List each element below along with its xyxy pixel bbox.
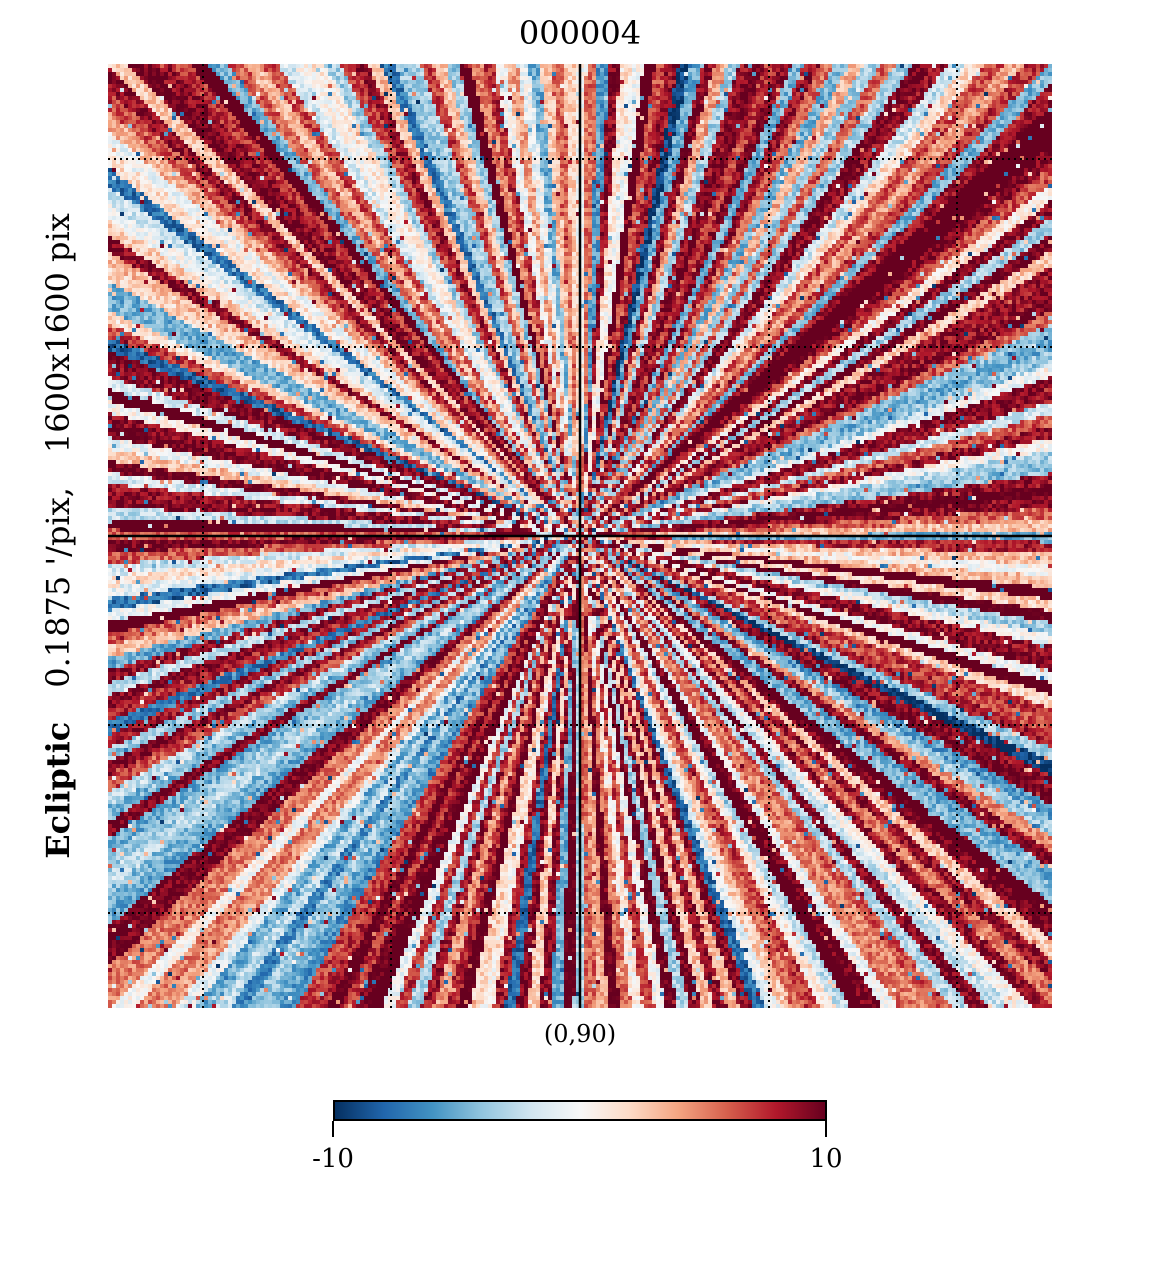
resolution-label: 0.1875 '/pix, <box>39 487 77 688</box>
colorbar-min-label: -10 <box>312 1144 354 1174</box>
colorbar-max-tick <box>825 1121 827 1137</box>
graticule-overlay <box>108 64 1052 1008</box>
chart-title: 000004 <box>518 14 642 52</box>
colorbar-min-tick <box>332 1121 334 1137</box>
center-coordinate-label: (0,90) <box>543 1020 617 1048</box>
map-size-label: 1600x1600 pix <box>39 213 77 454</box>
coordinate-system-label: Ecliptic <box>39 721 77 859</box>
colorbar <box>333 1100 827 1121</box>
colorbar-max-label: 10 <box>809 1144 843 1174</box>
